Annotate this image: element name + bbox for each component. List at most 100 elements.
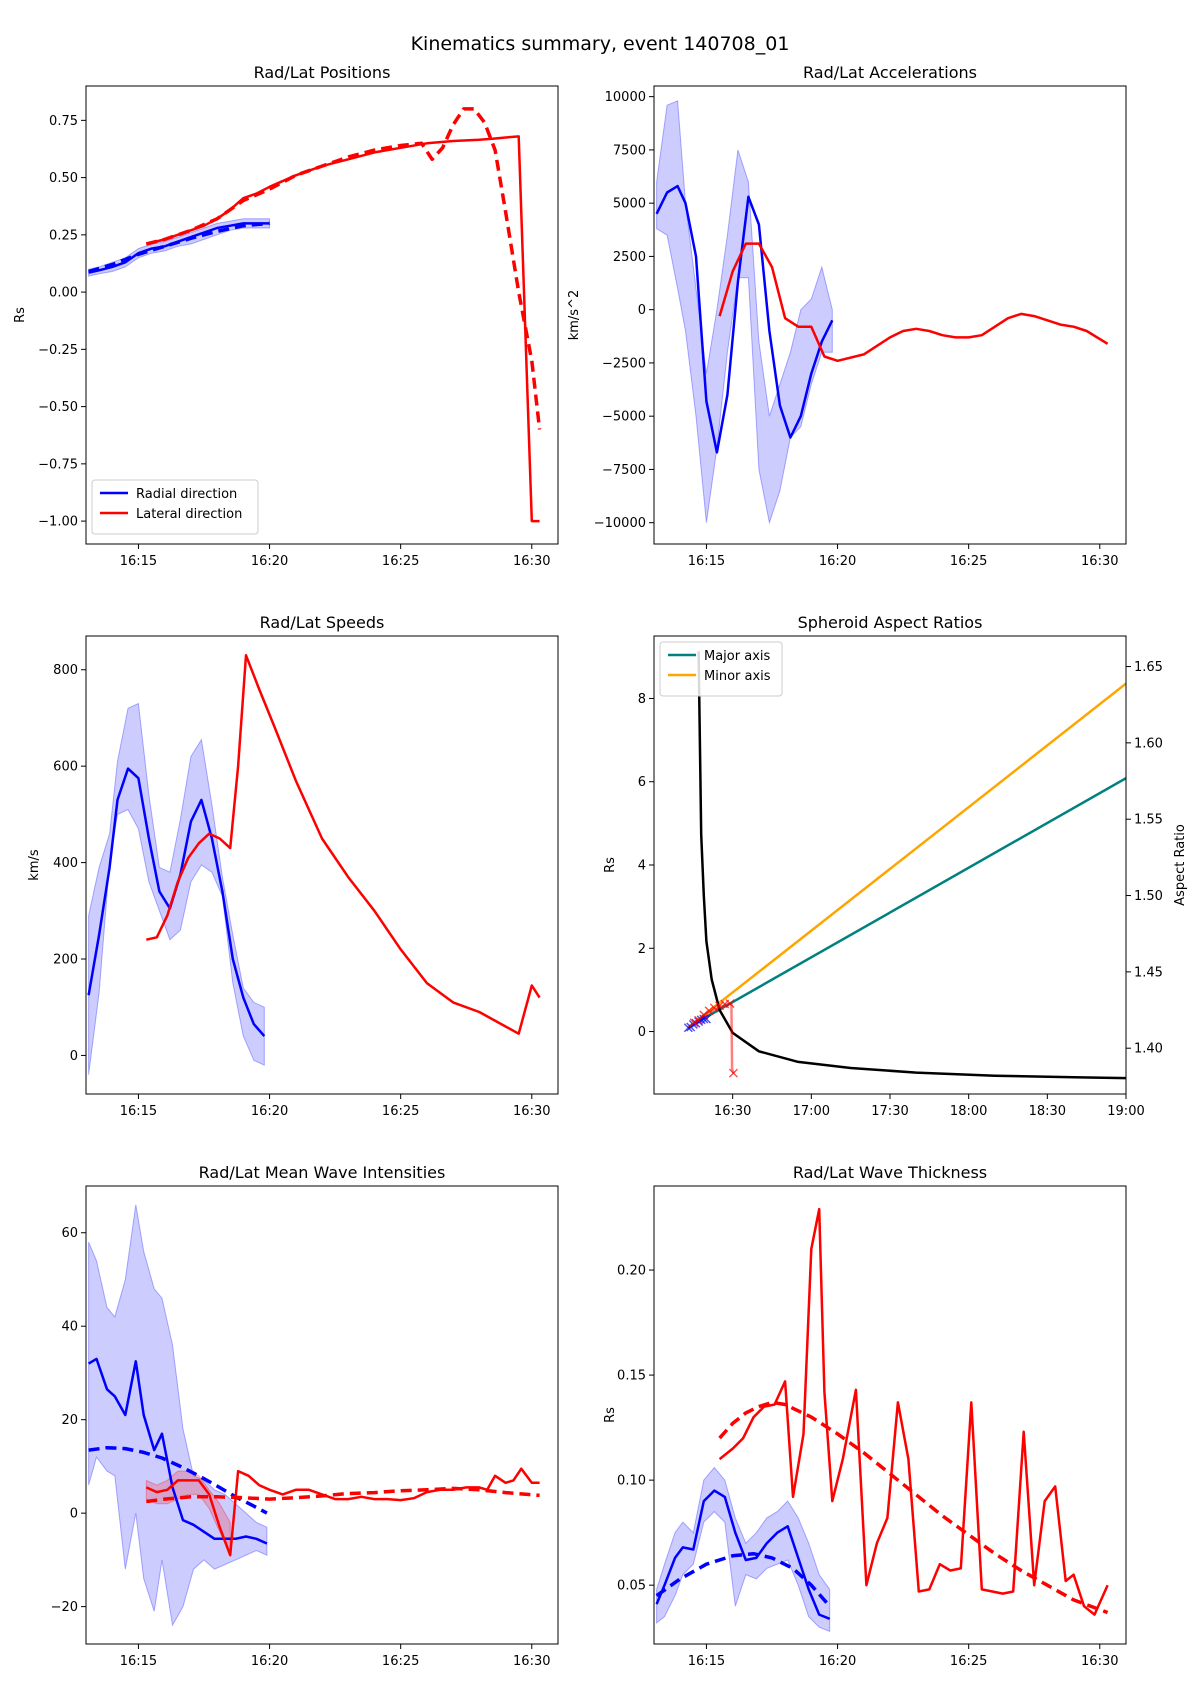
aspect-ratios-marker-16 bbox=[728, 1068, 738, 1078]
speeds-ytick-label-4: 800 bbox=[53, 663, 78, 678]
wave-intensities-ytick-label-4: 60 bbox=[61, 1226, 78, 1241]
aspect-ratios-marker-stroke bbox=[728, 1068, 738, 1078]
wave-thickness-xtick-label-1: 16:20 bbox=[819, 1654, 856, 1669]
wave-intensities-chart: 16:15 16:20 16:25 16:30 −20 0 20 40 60 Rad/Lat Me… bbox=[51, 1163, 559, 1669]
wave-intensities-ytick-label-1: 0 bbox=[70, 1507, 78, 1522]
speeds-ytick-label-0: 0 bbox=[70, 1049, 78, 1064]
wave-thickness-chart: 16:15 16:20 16:25 16:30 0.05 0.10 0.15 0.20 Rad/… bbox=[603, 1163, 1127, 1669]
positions-legend-frame bbox=[91, 479, 259, 535]
aspect-ratios-chart: 16:30 17:00 17:30 18:00 18:30 19:00 0 2 4 6 8 1.40 1… bbox=[603, 613, 1188, 1119]
wave-intensities-xtick-label-1: 16:20 bbox=[251, 1654, 288, 1669]
positions-series-line-0 bbox=[88, 222, 270, 274]
aspect-ratios-xtick-label-4: 18:30 bbox=[1029, 1104, 1066, 1119]
positions-legend-label-1: Lateral direction bbox=[136, 507, 242, 522]
accelerations-ytick-label-6: 5000 bbox=[613, 197, 646, 212]
aspect-ratios-marker-stroke bbox=[704, 1006, 714, 1016]
accelerations-series-line-1 bbox=[718, 242, 1109, 363]
figure-title: Kinematics summary, event 140708_01 bbox=[411, 33, 790, 55]
speeds-series-line-1 bbox=[146, 654, 541, 1035]
aspect-ratios-legend-label-1: Minor axis bbox=[704, 669, 771, 684]
accelerations-ytick-label-8: 10000 bbox=[605, 90, 646, 105]
positions-xtick-label-0: 16:15 bbox=[120, 554, 157, 569]
accelerations-title: Rad/Lat Accelerations bbox=[803, 63, 977, 82]
wave-thickness-xtick-label-3: 16:30 bbox=[1081, 1654, 1118, 1669]
wave-intensities-ytick-label-2: 20 bbox=[61, 1413, 78, 1428]
aspect-ratios-y2tick-label-4: 1.60 bbox=[1134, 736, 1163, 751]
aspect-ratios-marker-stroke bbox=[725, 999, 735, 1009]
accelerations-ytick-label-3: −2500 bbox=[602, 356, 646, 371]
positions-legend: Radial direction Lateral direction bbox=[91, 479, 259, 535]
aspect-ratios-xtick-label-5: 19:00 bbox=[1107, 1104, 1144, 1119]
wave-thickness-title: Rad/Lat Wave Thickness bbox=[793, 1163, 987, 1182]
accelerations-xtick-label-2: 16:25 bbox=[950, 554, 987, 569]
aspect-ratios-series-line-0 bbox=[687, 776, 1126, 1029]
aspect-ratios-y2tick-label-3: 1.55 bbox=[1134, 813, 1163, 828]
aspect-ratios-marker-stroke bbox=[701, 1014, 711, 1024]
positions-ytick-label-2: −0.50 bbox=[38, 400, 78, 415]
wave-thickness-ylabel: Rs bbox=[603, 1407, 618, 1423]
wave-thickness-plot-area bbox=[655, 1207, 1109, 1633]
positions-legend-label-0: Radial direction bbox=[136, 487, 237, 502]
wave-thickness-ytick-label-1: 0.10 bbox=[617, 1474, 646, 1489]
aspect-ratios-axes-frame bbox=[653, 635, 1127, 1095]
speeds-ylabel: km/s bbox=[27, 849, 42, 881]
wave-thickness-ytick-label-3: 0.20 bbox=[617, 1264, 646, 1279]
speeds-xtick-label-1: 16:20 bbox=[251, 1104, 288, 1119]
speeds-xtick-label-2: 16:25 bbox=[382, 1104, 419, 1119]
positions-plot-area bbox=[88, 107, 542, 523]
accelerations-axes-frame bbox=[653, 85, 1127, 545]
wave-intensities-title: Rad/Lat Mean Wave Intensities bbox=[199, 1163, 446, 1182]
aspect-ratios-xtick-label-0: 16:30 bbox=[714, 1104, 751, 1119]
positions-chart: 16:15 16:20 16:25 16:30 −1.00 −0.75 −0.50 −0.25… bbox=[13, 63, 559, 569]
aspect-ratios-legend-label-0: Major axis bbox=[704, 649, 770, 664]
aspect-ratios-marker-stroke bbox=[715, 1001, 725, 1011]
wave-intensities-uncertainty-band-0 bbox=[88, 1204, 268, 1627]
aspect-ratios-xtick-label-1: 17:00 bbox=[793, 1104, 830, 1119]
wave-intensities-xtick-label-0: 16:15 bbox=[120, 1654, 157, 1669]
aspect-ratios-marker-10 bbox=[699, 1010, 709, 1020]
positions-series-line-3 bbox=[145, 107, 542, 430]
wave-thickness-xtick-label-2: 16:25 bbox=[950, 1654, 987, 1669]
aspect-ratios-marker-15 bbox=[725, 999, 735, 1009]
wave-thickness-ytick-label-0: 0.05 bbox=[617, 1579, 646, 1594]
positions-ytick-label-5: 0.25 bbox=[49, 228, 78, 243]
positions-xtick-label-1: 16:20 bbox=[251, 554, 288, 569]
accelerations-ylabel: km/s^2 bbox=[567, 290, 582, 341]
accelerations-ytick-label-0: −10000 bbox=[594, 516, 646, 531]
wave-thickness-uncertainty-band-0 bbox=[656, 1466, 831, 1633]
accelerations-xtick-label-1: 16:20 bbox=[819, 554, 856, 569]
wave-thickness-ytick-label-2: 0.15 bbox=[617, 1369, 646, 1384]
speeds-chart: 16:15 16:20 16:25 16:30 0 200 400 600 800 Rad/Lat… bbox=[27, 613, 559, 1119]
aspect-ratios-ytick-label-1: 2 bbox=[638, 942, 646, 957]
aspect-ratios-ytick-label-4: 8 bbox=[638, 692, 646, 707]
wave-intensities-xtick-label-2: 16:25 bbox=[382, 1654, 419, 1669]
positions-xtick-label-3: 16:30 bbox=[513, 554, 550, 569]
aspect-ratios-series-line-2 bbox=[697, 651, 1126, 1080]
aspect-ratios-marker-stroke bbox=[709, 1003, 719, 1013]
aspect-ratios-y2label: Aspect Ratio bbox=[1173, 824, 1188, 906]
speeds-xtick-label-3: 16:30 bbox=[513, 1104, 550, 1119]
positions-ytick-label-4: 0.00 bbox=[49, 286, 78, 301]
positions-ylabel: Rs bbox=[13, 307, 28, 323]
aspect-ratios-legend: Major axis Minor axis bbox=[659, 641, 783, 697]
accelerations-xtick-label-3: 16:30 bbox=[1081, 554, 1118, 569]
speeds-ytick-label-3: 600 bbox=[53, 760, 78, 775]
aspect-ratios-marker-stroke bbox=[689, 1018, 699, 1028]
positions-series-line-1 bbox=[88, 221, 270, 274]
aspect-ratios-ytick-label-0: 0 bbox=[638, 1025, 646, 1040]
aspect-ratios-series-line-1 bbox=[687, 681, 1126, 1029]
wave-intensities-ytick-label-0: −20 bbox=[51, 1600, 78, 1615]
speeds-plot-area bbox=[87, 654, 541, 1075]
speeds-title: Rad/Lat Speeds bbox=[260, 613, 385, 632]
accelerations-ytick-label-4: 0 bbox=[638, 303, 646, 318]
accelerations-xtick-label-0: 16:15 bbox=[688, 554, 725, 569]
aspect-ratios-marker-6 bbox=[699, 1014, 709, 1024]
speeds-axes-frame bbox=[85, 635, 559, 1095]
aspect-ratios-marker-11 bbox=[704, 1006, 714, 1016]
positions-ytick-label-7: 0.75 bbox=[49, 114, 78, 129]
speeds-ytick-label-1: 200 bbox=[53, 953, 78, 968]
accelerations-ytick-label-5: 2500 bbox=[613, 250, 646, 265]
accelerations-uncertainty-band-0 bbox=[656, 100, 833, 525]
positions-ytick-label-0: −1.00 bbox=[38, 515, 78, 530]
